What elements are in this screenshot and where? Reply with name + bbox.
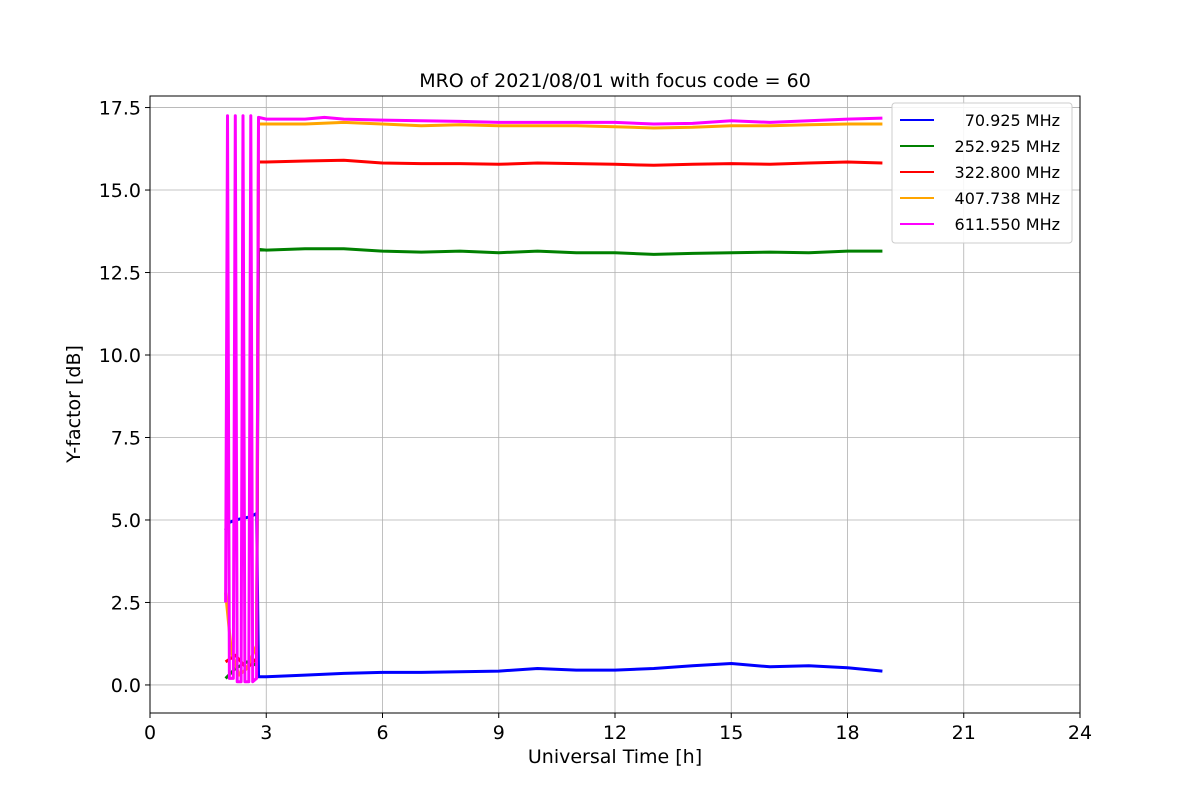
x-tick-label: 3 <box>260 722 272 744</box>
legend-label: 252.925 MHz <box>955 137 1060 156</box>
legend-label: 322.800 MHz <box>955 163 1060 182</box>
legend-box <box>891 102 1073 244</box>
x-tick-label: 12 <box>603 722 627 744</box>
x-tick-label: 24 <box>1068 722 1092 744</box>
series-line-611-550-mhz <box>224 114 883 684</box>
y-tick-label: 7.5 <box>111 427 141 449</box>
y-tick-label: 2.5 <box>111 592 141 614</box>
x-tick-label: 0 <box>144 722 156 744</box>
y-tick-label: 0.0 <box>111 675 141 697</box>
series-line-252-925-mhz <box>224 247 883 680</box>
x-tick-label: 21 <box>952 722 976 744</box>
y-tick-label: 12.5 <box>99 263 141 285</box>
x-tick-label: 18 <box>835 722 859 744</box>
y-axis-label: Y-factor [dB] <box>63 345 85 464</box>
x-axis-label: Universal Time [h] <box>528 746 702 768</box>
series-line-407-738-mhz <box>224 120 883 677</box>
x-tick-label: 9 <box>493 722 505 744</box>
series-line-70-925-mhz <box>224 511 883 679</box>
y-ticks: 0.0 2.5 5.0 7.5 10.0 12.5 15.0 17.5 <box>99 98 150 697</box>
legend-label: 70.925 MHz <box>965 111 1060 130</box>
x-tick-label: 6 <box>376 722 388 744</box>
grid <box>149 96 1081 713</box>
legend-label: 611.550 MHz <box>955 215 1060 234</box>
y-tick-label: 15.0 <box>99 180 141 202</box>
chart-title: MRO of 2021/08/01 with focus code = 60 <box>419 70 811 92</box>
y-tick-label: 5.0 <box>111 510 141 532</box>
legend: 70.925 MHz 252.925 MHz 322.800 MHz 407.738 … <box>891 102 1073 244</box>
legend-label: 407.738 MHz <box>955 189 1060 208</box>
x-tick-label: 15 <box>719 722 743 744</box>
x-ticks: 0 3 6 9 12 15 18 21 24 <box>144 713 1092 744</box>
series-group <box>224 114 883 684</box>
y-tick-label: 17.5 <box>99 98 141 120</box>
series-line-322-800-mhz <box>224 158 883 670</box>
y-tick-label: 10.0 <box>99 345 141 367</box>
